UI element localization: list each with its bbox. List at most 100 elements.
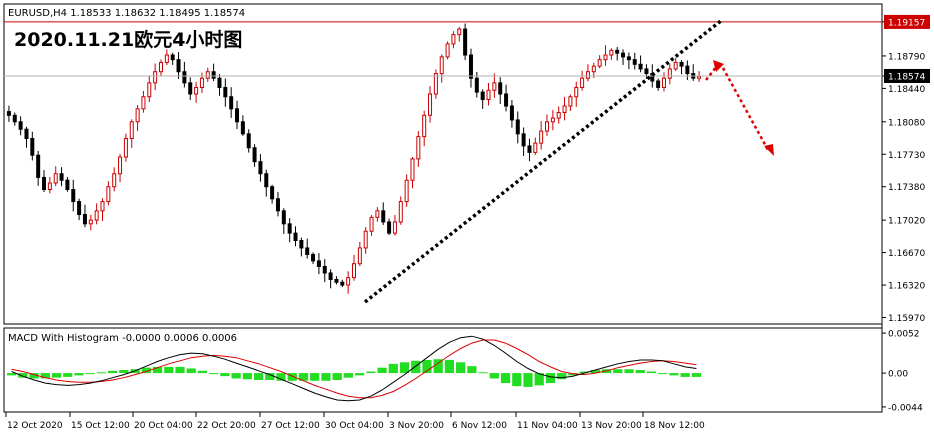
candle-body	[217, 77, 222, 88]
candle-body	[457, 28, 462, 36]
macd-histogram-bar	[590, 370, 600, 374]
macd-histogram-bar	[197, 370, 208, 374]
macd-histogram-bar	[231, 373, 241, 379]
candle-body	[316, 260, 321, 267]
candle-body	[416, 136, 421, 160]
macd-histogram-bar	[635, 370, 645, 374]
candle-body	[451, 34, 456, 45]
macd-histogram-bar	[557, 373, 567, 380]
candle-body	[468, 54, 473, 79]
candle-body	[47, 182, 52, 191]
candle-body	[486, 89, 491, 101]
resistance-price-tag	[884, 14, 930, 29]
macd-histogram-bar	[388, 363, 398, 374]
candle-body	[264, 173, 269, 188]
time-label: 3 Nov 20:00	[389, 421, 444, 431]
candle-body	[94, 210, 99, 221]
candle-body	[42, 176, 47, 191]
candle-body	[644, 68, 649, 75]
macd-histogram-bar	[512, 373, 522, 387]
macd-histogram-bar	[63, 373, 73, 377]
candle-body	[428, 93, 433, 116]
candle-body	[632, 59, 637, 65]
candle-body	[521, 133, 526, 147]
candle-body	[638, 63, 643, 70]
candle-body	[375, 210, 380, 218]
macd-histogram-bar	[85, 373, 95, 375]
candle-body	[287, 223, 292, 234]
candle-body	[188, 82, 193, 95]
candle-body	[439, 56, 444, 75]
macd-histogram-bar	[18, 373, 28, 378]
candle-body	[18, 121, 23, 130]
signal-line	[11, 339, 697, 399]
macd-histogram-bar	[343, 373, 353, 378]
candle-body	[621, 52, 626, 58]
candle-body	[381, 210, 386, 223]
candle-body	[153, 71, 158, 84]
macd-axis-label: 0.00	[888, 370, 908, 380]
time-label: 22 Oct 20:00	[197, 421, 256, 431]
macd-histogram-bar	[467, 366, 477, 374]
candle-body	[673, 61, 678, 70]
price-label: 1.17730	[888, 151, 925, 161]
candle-body	[305, 247, 310, 255]
macd-histogram-bar	[366, 371, 376, 374]
candle-body	[24, 128, 29, 139]
candle-body	[556, 112, 561, 119]
macd-histogram-bar	[265, 373, 275, 380]
candle-body	[545, 121, 550, 132]
candle-body	[293, 232, 298, 242]
price-label: 1.16320	[888, 282, 925, 292]
candle-body	[422, 114, 427, 138]
uptrend-line[interactable]	[363, 18, 724, 304]
candle-body	[71, 189, 76, 203]
candle-body	[82, 214, 87, 225]
symbol-header: EURUSD,H4 1.18533 1.18632 1.18495 1.1857…	[8, 8, 245, 19]
macd-histogram-bar	[456, 362, 466, 374]
macd-histogram-bar	[523, 373, 533, 387]
price-label: 1.18440	[888, 85, 925, 95]
candle-body	[568, 96, 573, 107]
time-label: 20 Oct 04:00	[134, 421, 193, 431]
macd-histogram-bar	[152, 366, 163, 374]
candle-body	[205, 71, 210, 79]
macd-histogram-bar	[444, 360, 455, 374]
price-label: 1.18080	[888, 118, 925, 128]
projection-up-arrowhead	[713, 60, 724, 72]
candle-body	[6, 111, 11, 116]
current-price-tag	[884, 68, 930, 83]
candle-body	[463, 28, 468, 56]
candle-body	[135, 108, 140, 123]
time-label: 27 Oct 12:00	[261, 421, 320, 431]
macd-histogram-bar	[332, 373, 342, 380]
candle-body	[147, 82, 152, 98]
macd-header: MACD With Histogram -0.0000 0.0006 0.000…	[8, 333, 237, 344]
price-panel[interactable]	[3, 3, 883, 325]
candle-body	[609, 49, 614, 56]
price-label: 1.17020	[888, 217, 925, 227]
candle-body	[194, 86, 199, 95]
candle-body	[334, 278, 339, 283]
candle-body	[340, 281, 345, 286]
candle-body	[65, 179, 70, 191]
candle-body	[223, 86, 228, 98]
candle-body	[106, 186, 111, 203]
macd-histogram-bar	[377, 367, 387, 374]
candle-body	[585, 71, 590, 79]
candle-body	[123, 137, 128, 158]
macd-histogram-bar	[433, 359, 443, 374]
candle-body	[275, 198, 280, 212]
price-label: 1.18574	[888, 72, 925, 82]
candle-body	[515, 119, 520, 135]
candle-body	[12, 114, 17, 123]
candle-body	[59, 173, 64, 181]
macd-histogram-bar	[51, 373, 62, 378]
candle-body	[199, 77, 204, 88]
candle-body	[509, 105, 514, 121]
candle-body	[404, 179, 409, 203]
candle-body	[474, 77, 479, 93]
time-label: 6 Nov 12:00	[452, 421, 507, 431]
candle-body	[504, 93, 509, 107]
candle-body	[30, 137, 35, 156]
